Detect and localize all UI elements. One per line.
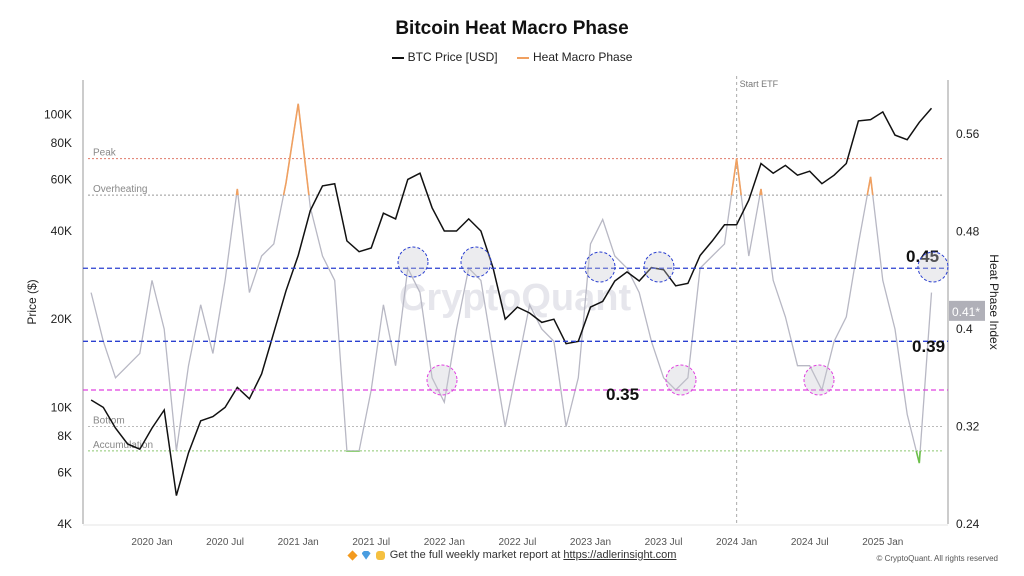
highlight-circle-blue [643,251,675,283]
raised-hands-icon [375,550,385,560]
threshold-label-0.39: 0.39 [912,337,945,356]
btc-price-line [90,107,933,496]
footer-link[interactable]: https://adlerinsight.com [563,549,677,561]
current-value-badge-text: 0.41* [952,305,980,319]
legend-swatch-heat [516,56,529,59]
legend-label-btc: BTC Price [USD] [407,50,498,64]
y-right-tick-label: 0.56 [956,127,980,141]
legend-swatch-btc [391,56,404,59]
x-tick-label: 2023 Jul [645,537,683,548]
x-tick-label: 2020 Jan [131,537,172,548]
y-left-tick-label: 6K [57,465,72,479]
x-tick-label: 2024 Jul [791,537,829,548]
highlight-circle-pink [665,364,697,396]
reference-line-label: Overheating [93,184,147,195]
legend-item-btc[interactable]: BTC Price [USD] [391,50,498,64]
y-right-axis-title: Heat Phase Index [987,254,1001,349]
legend: BTC Price [USD] Heat Macro Phase [0,50,1024,64]
x-tick-label: 2022 Jan [424,537,465,548]
reference-line-label: Peak [93,148,117,159]
y-left-tick-label: 10K [51,400,72,414]
y-right-tick-label: 0.24 [956,517,980,531]
highlight-circle-blue [397,246,429,278]
etf-event-label: Start ETF [740,79,779,89]
diamond-orange-icon [346,550,358,561]
y-right-tick-label: 0.48 [956,225,980,239]
x-tick-label: 2024 Jan [716,537,757,548]
highlight-circle-blue [460,246,492,278]
reference-line-label: Bottom [93,416,125,427]
highlight-circle-blue [917,251,949,283]
y-right-tick-label: 0.32 [956,420,980,434]
y-left-tick-label: 8K [57,429,72,443]
y-left-tick-label: 4K [57,517,72,531]
y-left-tick-label: 60K [51,172,72,186]
highlight-circle-blue [584,251,616,283]
copyright: © CryptoQuant. All rights reserved [876,554,999,563]
gem-icon [361,550,371,560]
x-tick-label: 2021 Jan [278,537,319,548]
y-left-tick-label: 80K [51,136,72,150]
chart-title: Bitcoin Heat Macro Phase [395,18,629,39]
x-tick-label: 2025 Jan [862,537,903,548]
reference-line-label: Accumulation [93,440,153,451]
watermark: CryptoQuant [399,277,632,319]
y-left-tick-label: 20K [51,312,72,326]
x-tick-label: 2022 Jul [498,537,536,548]
footer: Get the full weekly market report at htt… [0,549,1024,561]
y-right-tick-label: 0.4 [956,322,973,336]
y-left-tick-label: 40K [51,224,72,238]
y-left-tick-label: 100K [44,107,72,121]
legend-label-heat: Heat Macro Phase [532,50,633,64]
legend-item-heat[interactable]: Heat Macro Phase [516,50,633,64]
y-left-axis-title: Price ($) [25,279,39,324]
x-tick-label: 2020 Jul [206,537,244,548]
footer-text: Get the full weekly market report at [389,549,564,561]
threshold-label-0.45: 0.45 [906,247,939,266]
highlight-circle-pink [426,364,458,396]
current-value-badge [949,300,985,321]
x-tick-label: 2021 Jul [352,537,390,548]
threshold-label-0.35: 0.35 [606,385,639,404]
highlight-circle-pink [803,364,835,396]
x-tick-label: 2023 Jan [570,537,611,548]
